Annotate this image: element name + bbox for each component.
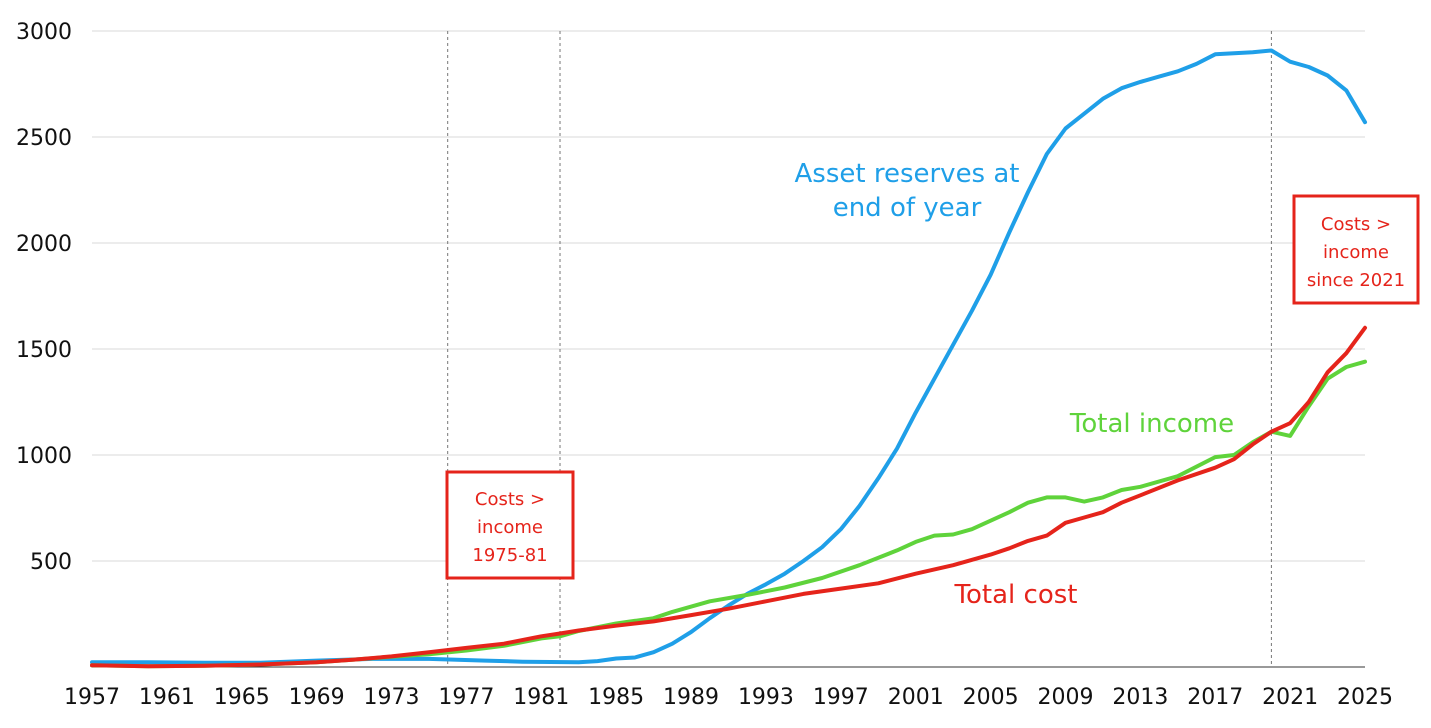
x-tick-label: 2025: [1337, 685, 1393, 710]
x-tick-label: 1997: [813, 685, 869, 710]
annotation-text: Costs >: [475, 489, 545, 510]
y-axis-ticks: 500 1000 1500 2000 2500 3000: [16, 20, 72, 575]
series-line-total-cost: [90, 325, 1367, 669]
x-tick-label: 1989: [663, 685, 719, 710]
x-tick-label: 2001: [888, 685, 944, 710]
x-tick-label: 2005: [963, 685, 1019, 710]
y-tick-label: 1000: [16, 444, 72, 469]
annotation-frame: [445, 470, 575, 580]
annotation-text: income: [477, 517, 543, 538]
annotation-boxes: Costs > income 1975-81 Costs > income since 2…: [445, 194, 1420, 580]
x-tick-label: 2009: [1037, 685, 1093, 710]
series-label: Total cost: [954, 580, 1078, 610]
series-label: end of year: [833, 193, 982, 223]
y-tick-label: 500: [30, 550, 72, 575]
annotation-text: since 2021: [1307, 270, 1405, 291]
annotation-box: Costs > income 1975-81: [445, 470, 575, 580]
y-tick-label: 1500: [16, 338, 72, 363]
series-line-asset-reserves: [90, 48, 1367, 665]
x-tick-label: 2017: [1187, 685, 1243, 710]
x-tick-label: 1969: [289, 685, 345, 710]
x-tick-label: 1981: [513, 685, 569, 710]
annotation-text: income: [1323, 242, 1389, 263]
y-tick-label: 2500: [16, 126, 72, 151]
y-tick-label: 3000: [16, 20, 72, 45]
series-lines: [90, 48, 1367, 669]
x-tick-label: 1993: [738, 685, 794, 710]
series-label: Total income: [1069, 409, 1234, 439]
x-tick-label: 2021: [1262, 685, 1318, 710]
annotation-frame: [1292, 194, 1420, 305]
annotation-text: 1975-81: [472, 545, 547, 566]
series-label: Asset reserves at: [795, 159, 1020, 189]
x-tick-label: 1961: [139, 685, 195, 710]
annotation-box: Costs > income since 2021: [1292, 194, 1420, 305]
gridlines: [92, 30, 1365, 562]
x-axis-ticks: 1957 1961 1965 1969 1973 1977 1981 1985 1989 1993…: [64, 685, 1393, 710]
annotation-text: Costs >: [1321, 214, 1391, 235]
x-tick-label: 2013: [1112, 685, 1168, 710]
x-tick-label: 1985: [588, 685, 644, 710]
x-tick-label: 1965: [214, 685, 270, 710]
y-tick-label: 2000: [16, 232, 72, 257]
x-tick-label: 1973: [364, 685, 420, 710]
x-tick-label: 1977: [438, 685, 494, 710]
series-labels: Asset reserves at end of year Total income…: [795, 159, 1235, 610]
x-tick-label: 1957: [64, 685, 120, 710]
series-line-total-income: [90, 359, 1367, 669]
